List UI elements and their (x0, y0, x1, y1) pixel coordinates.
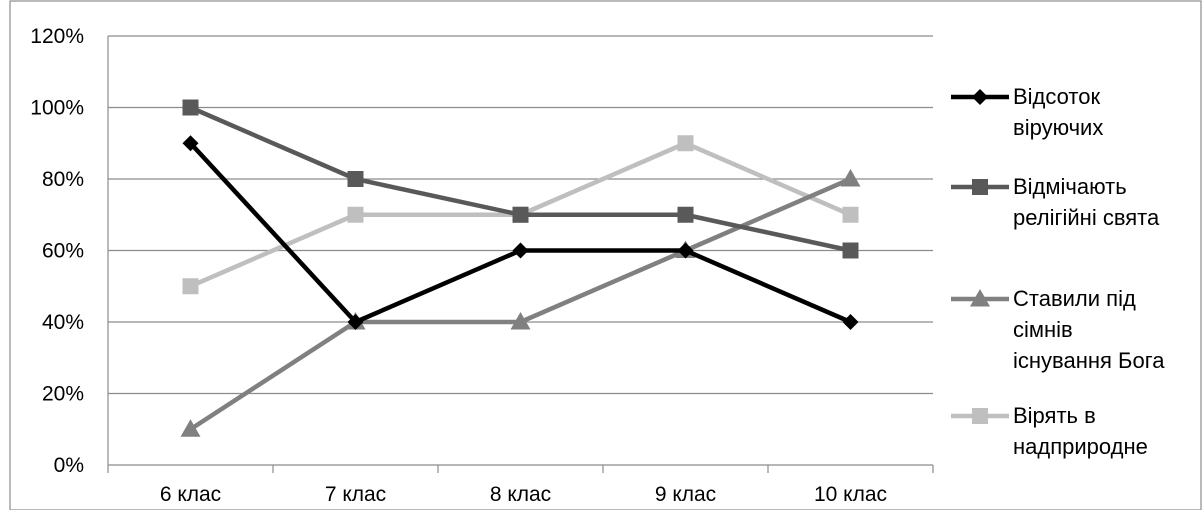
chart-frame (9, 0, 1202, 510)
x-tick-label: 6 клас (160, 483, 221, 506)
series-2 (182, 99, 859, 259)
data-point (182, 99, 199, 116)
legend-label: існування Бога (1013, 348, 1165, 373)
y-tick-label: 40% (42, 311, 84, 334)
legend-marker (972, 179, 988, 195)
legend-entry: Відсоток віруючих (951, 84, 1103, 140)
x-tick-label: 10 клас (814, 483, 887, 506)
y-tick-label: 60% (42, 240, 84, 263)
data-point (182, 278, 199, 295)
x-tick-label: 8 клас (490, 483, 551, 506)
legend-marker (972, 408, 988, 424)
data-point (347, 171, 364, 187)
data-point (677, 206, 694, 223)
data-point (512, 242, 529, 259)
legend-label: сімнів (1013, 317, 1073, 342)
y-tick-label: 80% (42, 168, 84, 191)
legend-label: надприродне (1013, 434, 1148, 459)
legend-label: віруючих (1013, 115, 1103, 140)
legend-entry: Ставили під сімнів існування Бога (951, 286, 1165, 373)
legend: Відсоток віруючих Відмічають релігійні свят… (951, 84, 1165, 459)
data-point (840, 169, 861, 187)
legend-marker (970, 289, 990, 307)
series-lines (180, 99, 861, 437)
data-point (347, 314, 364, 330)
data-point (842, 206, 859, 223)
data-point (347, 206, 364, 223)
data-point (677, 135, 694, 152)
legend-label: Відмічають (1013, 174, 1127, 199)
data-point (677, 242, 694, 259)
legend-label: Відсоток (1013, 84, 1100, 109)
axes: 0% 20% 40% 60% 80% 100% 120% 6 клас 7 клас 8 клас… (30, 25, 934, 506)
y-tick-label: 100% (30, 97, 84, 120)
x-tick-label: 7 клас (325, 483, 386, 506)
legend-label: релігійні свята (1013, 205, 1160, 230)
y-tick-label: 20% (42, 383, 84, 406)
x-tick-label: 9 клас (655, 483, 716, 506)
data-point (182, 135, 199, 152)
data-point (510, 312, 531, 330)
data-point (842, 314, 859, 330)
legend-marker (972, 89, 988, 105)
legend-entry: Відмічають релігійні свята (951, 174, 1160, 230)
y-tick-label: 120% (30, 25, 84, 48)
data-point (512, 206, 529, 223)
data-point (180, 419, 201, 437)
legend-label: Вірять в (1013, 403, 1096, 428)
legend-label: Ставили під (1013, 286, 1136, 311)
data-point (842, 242, 859, 259)
y-tick-label: 0% (54, 454, 84, 477)
legend-entry: Вірять в надприродне (951, 403, 1148, 459)
series-1 (182, 135, 859, 330)
